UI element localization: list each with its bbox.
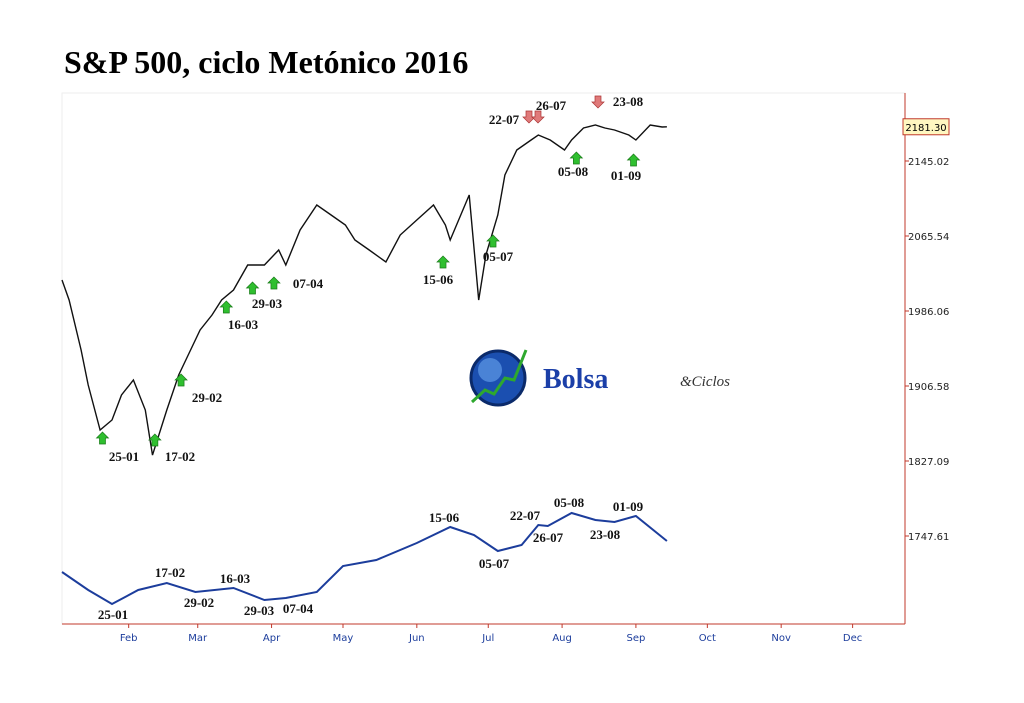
cycle-label: 01-09 — [613, 499, 644, 514]
up-signal-label: 01-09 — [611, 168, 642, 183]
cycle-label: 26-07 — [533, 530, 564, 545]
cycle-label: 17-02 — [155, 565, 185, 580]
up-signal-label: 17-02 — [165, 449, 195, 464]
y-tick-label: 1906.58 — [908, 382, 949, 393]
x-tick-label: Aug — [552, 633, 572, 644]
up-signal-label: 05-08 — [558, 164, 589, 179]
up-arrow — [245, 281, 260, 295]
x-tick-label: Jul — [481, 633, 494, 644]
up-signal-label: 16-03 — [228, 317, 259, 332]
cycle-label: 23-08 — [590, 527, 621, 542]
x-tick-label: Nov — [771, 633, 791, 644]
chart-title: S&P 500, ciclo Metónico 2016 — [64, 44, 468, 80]
x-tick-label: Mar — [188, 633, 208, 644]
up-signal-label: 29-03 — [252, 296, 283, 311]
x-tick-label: Dec — [843, 633, 862, 644]
x-tick-label: Oct — [699, 633, 716, 644]
logo: Bolsa &Ciclos — [469, 349, 730, 407]
up-signal-label: 29-02 — [192, 390, 222, 405]
price-tag-label: 2181.30 — [905, 123, 946, 134]
logo-shine — [478, 358, 502, 382]
up-arrow — [267, 276, 281, 290]
cycle-label: 29-02 — [184, 595, 214, 610]
down-arrow — [591, 95, 605, 109]
x-tick-label: Feb — [120, 633, 138, 644]
up-arrow — [569, 151, 584, 165]
y-tick-label: 1827.09 — [908, 457, 949, 468]
cycle-line — [61, 511, 668, 606]
price-tag — [902, 118, 950, 136]
down-signal-label: 23-08 — [613, 94, 644, 109]
cycle-label: 07-04 — [283, 601, 314, 616]
up-signal-label: 07-04 — [293, 276, 324, 291]
logo-sub: &Ciclos — [680, 374, 730, 390]
cycle-label: 29-03 — [244, 603, 275, 618]
down-signal-label: 26-07 — [536, 98, 567, 113]
cycle-label: 16-03 — [220, 571, 251, 586]
up-arrow — [148, 433, 162, 447]
cycle-label: 05-08 — [554, 495, 585, 510]
up-signal-label: 05-07 — [483, 249, 514, 264]
logo-main: Bolsa — [543, 364, 608, 395]
up-arrow — [626, 153, 641, 167]
up-arrow — [436, 255, 450, 269]
down-signal-label: 22-07 — [489, 112, 520, 127]
up-arrow — [174, 373, 188, 387]
cycle-label: 15-06 — [429, 510, 460, 525]
up-arrow — [486, 234, 500, 248]
x-tick-label: Sep — [626, 633, 645, 644]
logo-trend — [470, 349, 528, 404]
up-arrow — [219, 300, 234, 314]
y-tick-label: 2065.54 — [908, 232, 949, 243]
cycle-label: 05-07 — [479, 556, 510, 571]
up-signal-label: 15-06 — [423, 272, 454, 287]
cycle-label: 25-01 — [98, 607, 128, 622]
x-tick-label: Apr — [263, 633, 281, 644]
up-arrow — [95, 431, 110, 445]
x-tick-label: Jun — [408, 633, 425, 644]
up-signal-label: 25-01 — [109, 449, 139, 464]
cycle-label: 22-07 — [510, 508, 541, 523]
y-tick-label: 1986.06 — [908, 307, 949, 318]
down-arrow — [531, 110, 545, 124]
x-tick-label: May — [333, 633, 354, 644]
y-tick-label: 2145.02 — [908, 157, 949, 168]
y-tick-label: 1747.61 — [908, 532, 949, 543]
